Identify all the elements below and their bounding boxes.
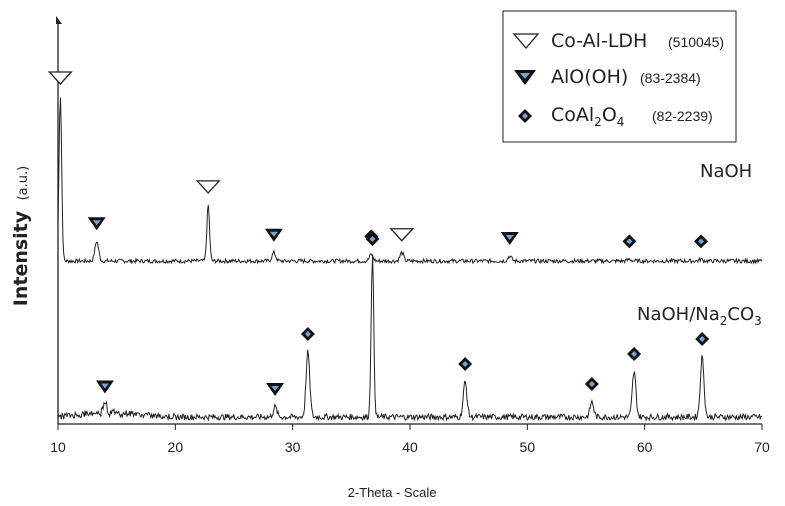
trace-group: [57, 97, 763, 422]
filled-triangle-down-icon: [95, 380, 114, 394]
diamond-icon: [693, 234, 708, 249]
diamond-icon: [300, 327, 315, 341]
x-tick-label: 70: [754, 439, 770, 455]
x-tick-label: 10: [50, 439, 66, 455]
x-tick-label: 50: [520, 439, 536, 455]
svg-text:Intensity (a.u.): Intensity (a.u.): [10, 166, 32, 306]
filled-triangle-down-icon: [266, 383, 285, 396]
phase-marker-group: [47, 71, 710, 396]
legend-entry-co-al-ldh: Co-Al-LDH (510045): [512, 30, 724, 52]
legend-ref-coal2o4: (82-2239): [652, 108, 713, 124]
diamond-icon: [458, 357, 473, 371]
x-tick-label: 30: [285, 439, 301, 455]
legend-ref-co-al-ldh: (510045): [668, 34, 724, 50]
series-line-naoh-na2co3: [57, 255, 763, 422]
diamond-icon: [627, 347, 642, 361]
filled-triangle-down-icon: [87, 217, 106, 231]
filled-triangle-down-icon: [264, 228, 283, 242]
x-axis-title: 2-Theta - Scale: [348, 485, 437, 500]
series-line-naoh: [57, 97, 763, 265]
open-triangle-down-icon: [195, 180, 221, 194]
filled-triangle-down-icon: [500, 232, 519, 246]
series-label-naoh-na2co3: NaOH/Na2CO3: [637, 304, 762, 328]
open-triangle-down-icon: [47, 71, 73, 85]
legend-entry-aloh: AlO(OH) (83-2384): [514, 66, 701, 88]
open-triangle-down-icon: [512, 33, 540, 49]
legend-entry-coal2o4: CoAl2O4 (82-2239): [518, 104, 713, 129]
diamond-icon: [365, 232, 380, 246]
legend-box: [502, 10, 737, 143]
diamond-icon: [622, 234, 637, 249]
x-tick-label: 40: [402, 439, 418, 455]
triangle-highlight: [520, 73, 530, 79]
diamond-icon: [584, 377, 599, 391]
y-axis-arrow: [56, 16, 62, 24]
y-axis-title-text: Intensity: [10, 210, 32, 306]
diamond-icon: [695, 332, 710, 346]
series-label-naoh: NaOH: [700, 161, 752, 182]
legend-name-coal2o4: CoAl2O4: [551, 104, 624, 129]
legend-name-aloh: AlO(OH): [551, 66, 628, 88]
x-tick-group: 10 20 30 40 50 60 70: [50, 424, 770, 455]
legend: Co-Al-LDH (510045) AlO(OH) (83-2384) CoA…: [502, 10, 737, 143]
x-tick-label: 60: [637, 439, 653, 455]
diamond-highlight: [522, 113, 528, 119]
y-axis-unit-text: (a.u.): [16, 166, 31, 201]
open-triangle-down-icon: [389, 228, 415, 242]
legend-ref-aloh: (83-2384): [640, 70, 701, 86]
x-tick-label: 20: [168, 439, 184, 455]
legend-name-co-al-ldh: Co-Al-LDH: [551, 30, 647, 52]
y-axis-title: Intensity (a.u.): [10, 166, 32, 306]
